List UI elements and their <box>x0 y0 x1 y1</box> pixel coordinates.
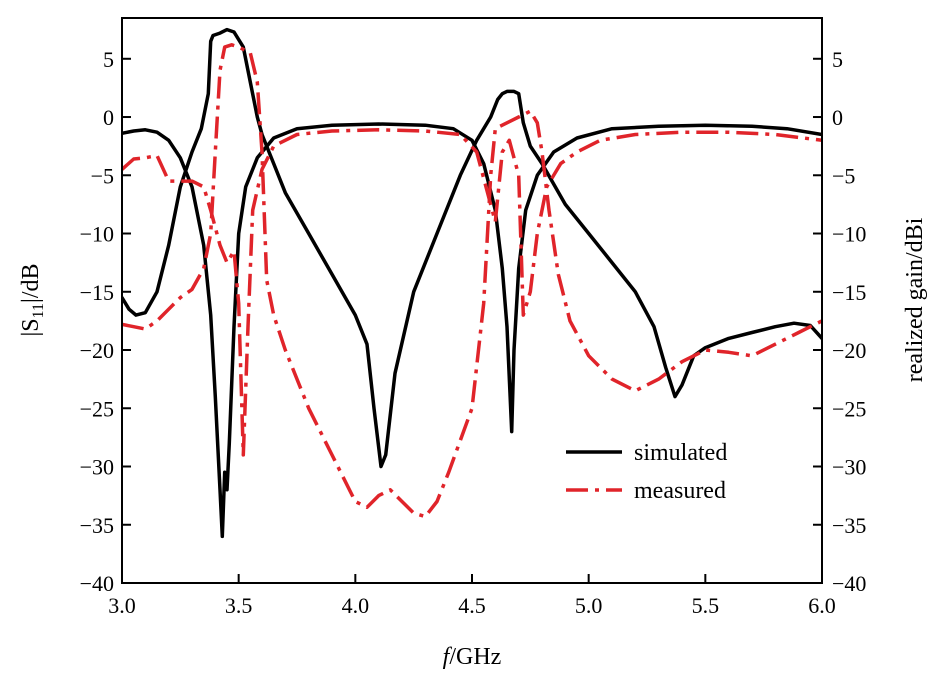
left-y-tick-label: −10 <box>80 222 114 247</box>
left-y-tick-label: −35 <box>80 513 114 538</box>
left-y-axis: 5 0 −5 −10 −15 −20 −25 −30 −35 −40 <box>80 47 131 596</box>
left-y-tick-label: −40 <box>80 571 114 596</box>
plot-frame <box>121 17 823 584</box>
right-y-tick-label: −30 <box>832 455 866 480</box>
right-y-tick-label: −40 <box>832 571 866 596</box>
right-y-tick-label: −20 <box>832 338 866 363</box>
right-y-tick-label: −10 <box>832 222 866 247</box>
x-tick-label: 6.0 <box>808 593 836 618</box>
right-y-axis: 5 0 −5 −10 −15 −20 −25 −30 −35 −40 <box>813 47 866 596</box>
series-layer <box>122 27 822 539</box>
left-y-tick-label: −15 <box>80 280 114 305</box>
x-tick-label: 5.5 <box>692 593 720 618</box>
left-axis-title: |S11|/dB <box>18 263 47 336</box>
x-tick-label: 4.0 <box>342 593 370 618</box>
left-y-tick-label: −20 <box>80 338 114 363</box>
series-measured-S11-line <box>122 43 822 519</box>
left-y-tick-label: −30 <box>80 455 114 480</box>
left-y-tick-label: 0 <box>103 105 114 130</box>
right-y-tick-label: −35 <box>832 513 866 538</box>
right-y-tick-label: 5 <box>832 47 843 72</box>
legend-label-simulated: simulated <box>634 440 727 466</box>
left-y-tick-label: −5 <box>91 163 114 188</box>
legend: simulated measured <box>566 440 727 504</box>
series-measured-realized-gain-line <box>122 128 822 457</box>
right-y-tick-label: −25 <box>832 396 866 421</box>
right-y-tick-label: −5 <box>832 163 855 188</box>
x-axis: 3.0 3.5 4.0 4.5 5.0 5.5 6.0 <box>108 574 836 618</box>
x-tick-label: 5.0 <box>575 593 603 618</box>
x-tick-label: 4.5 <box>458 593 486 618</box>
series-simulated-realized-gain-line <box>122 122 822 539</box>
right-y-tick-label: 0 <box>832 105 843 130</box>
series-simulated-S11-line <box>122 27 822 469</box>
x-tick-label: 3.5 <box>225 593 253 618</box>
right-y-tick-label: −15 <box>832 280 866 305</box>
right-axis-title: realized gain/dBi <box>902 217 928 382</box>
x-axis-title: f/GHz <box>443 644 502 670</box>
left-y-tick-label: −25 <box>80 396 114 421</box>
left-y-tick-label: 5 <box>103 47 114 72</box>
x-tick-label: 3.0 <box>108 593 136 618</box>
legend-label-measured: measured <box>634 478 726 504</box>
